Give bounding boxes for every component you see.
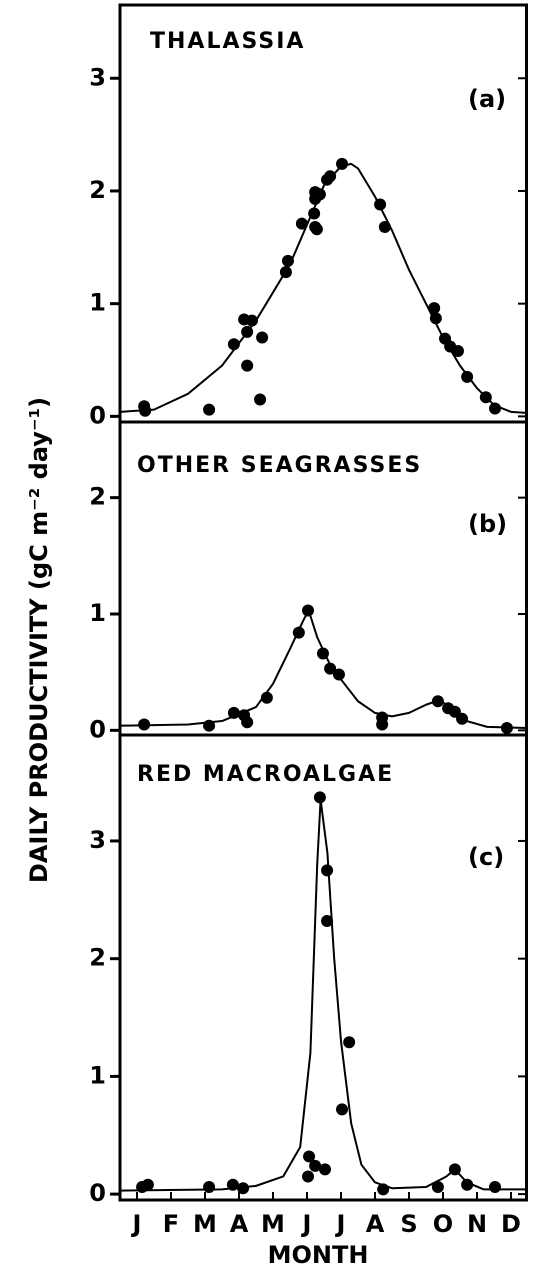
y-tick-label: 1: [89, 289, 106, 317]
data-point: [321, 915, 334, 927]
data-point: [431, 1181, 444, 1194]
data-point: [324, 662, 337, 675]
data-point: [336, 157, 349, 170]
data-point: [309, 1159, 322, 1172]
data-point: [451, 344, 464, 357]
data-point: [241, 716, 254, 729]
data-point: [343, 1036, 356, 1049]
panel-frame: [118, 733, 528, 1202]
data-point: [256, 331, 269, 344]
data-point: [428, 302, 441, 315]
panel-label: (a): [468, 85, 506, 113]
data-point: [241, 359, 254, 372]
x-tick-label: J: [301, 1210, 312, 1238]
panel-title: THALASSIA: [150, 29, 305, 54]
fit-curve: [119, 609, 529, 730]
y-tick-label: 1: [89, 599, 106, 627]
data-point: [313, 791, 326, 804]
y-tick-label: 0: [89, 401, 106, 429]
y-tick-label: 3: [89, 826, 106, 854]
x-tick-label: N: [467, 1210, 487, 1238]
y-tick-label: 0: [89, 1179, 106, 1207]
data-point: [319, 1163, 332, 1176]
x-tick-label: F: [163, 1210, 179, 1238]
y-tick-label: 1: [89, 1061, 106, 1089]
y-axis-label: DAILY PRODUCTIVITY (gC m⁻² day⁻¹): [25, 397, 53, 883]
panel-label: (c): [468, 843, 504, 871]
data-point: [295, 217, 308, 230]
data-point: [303, 1150, 316, 1163]
x-tick-label: S: [400, 1210, 417, 1238]
panel-title: RED MACROALGAE: [137, 762, 394, 787]
x-tick-label: A: [230, 1210, 249, 1238]
x-tick-label: M: [193, 1210, 217, 1238]
y-tick-label: 2: [89, 483, 106, 511]
x-tick-label: A: [366, 1210, 385, 1238]
data-point: [141, 1178, 154, 1191]
data-point: [310, 223, 323, 236]
y-tick-label: 3: [89, 63, 106, 91]
data-point: [203, 403, 216, 416]
fit-curve: [119, 162, 529, 414]
y-tick-label: 2: [89, 176, 106, 204]
data-point: [336, 1103, 349, 1116]
data-point: [302, 1170, 315, 1183]
y-tick-label: 2: [89, 944, 106, 972]
panel-label: (b): [468, 510, 507, 538]
x-tick-label: O: [433, 1210, 453, 1238]
data-point: [489, 1181, 502, 1194]
data-point: [324, 170, 337, 183]
x-tick-label: M: [261, 1210, 285, 1238]
data-point: [237, 1182, 250, 1195]
x-tick-label: J: [131, 1210, 142, 1238]
panel-frame: [118, 3, 528, 424]
fit-curve: [119, 798, 528, 1192]
data-point: [489, 402, 502, 415]
data-point: [461, 1178, 474, 1191]
data-point: [321, 864, 334, 877]
data-point: [203, 1181, 216, 1194]
data-point: [376, 718, 389, 731]
panel-title: OTHER SEAGRASSES: [137, 453, 422, 478]
data-point: [254, 393, 267, 406]
x-tick-label: D: [501, 1210, 521, 1238]
x-axis-label: MONTH: [268, 1241, 369, 1269]
y-tick-label: 0: [89, 715, 106, 743]
x-tick-label: J: [335, 1210, 346, 1238]
